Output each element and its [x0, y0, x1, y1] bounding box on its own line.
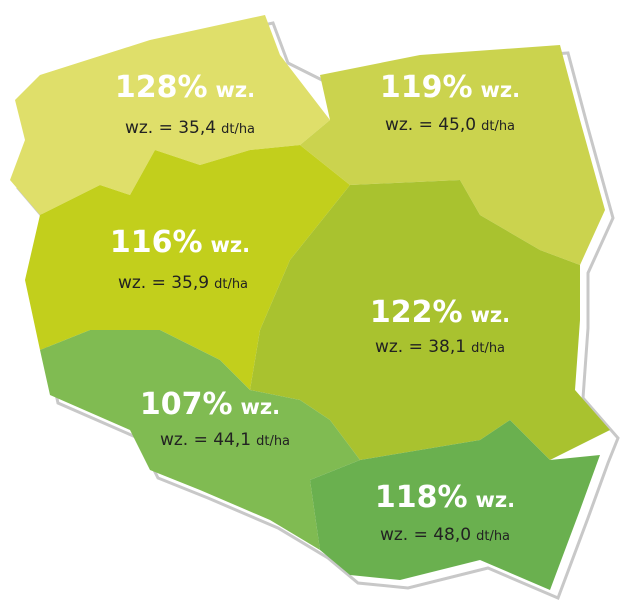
region-yield: wz. = 38,1 dt/ha	[375, 337, 505, 357]
yield: wz. = 48,0	[380, 525, 471, 545]
region-percent: 128% wz.	[115, 70, 255, 105]
unit: dt/ha	[471, 341, 505, 356]
percent-unit: wz.	[241, 395, 281, 419]
region-yield: wz. = 44,1 dt/ha	[160, 430, 290, 450]
region-yield: wz. = 35,9 dt/ha	[118, 273, 248, 293]
percent-unit: wz.	[481, 78, 521, 102]
region	[300, 45, 605, 265]
unit: dt/ha	[256, 434, 290, 449]
yield: wz. = 35,9	[118, 273, 209, 293]
yield: wz. = 38,1	[375, 337, 466, 357]
percent-unit: wz.	[476, 488, 516, 512]
region-percent: 122% wz.	[370, 295, 510, 330]
unit: dt/ha	[214, 277, 248, 292]
unit: dt/ha	[221, 122, 255, 137]
yield: wz. = 35,4	[125, 118, 216, 138]
percent: 119%	[380, 70, 473, 105]
region-percent: 118% wz.	[375, 480, 515, 515]
percent: 116%	[110, 225, 203, 260]
region	[250, 180, 610, 460]
percent: 118%	[375, 480, 468, 515]
percent: 122%	[370, 295, 463, 330]
unit: dt/ha	[481, 119, 515, 134]
region-percent: 116% wz.	[110, 225, 250, 260]
region-yield: wz. = 48,0 dt/ha	[380, 525, 510, 545]
region-yield: wz. = 45,0 dt/ha	[385, 115, 515, 135]
yield: wz. = 44,1	[160, 430, 251, 450]
region	[10, 15, 330, 215]
percent: 128%	[115, 70, 208, 105]
percent: 107%	[140, 387, 233, 422]
region	[40, 330, 360, 550]
unit: dt/ha	[476, 529, 510, 544]
region-percent: 119% wz.	[380, 70, 520, 105]
region-yield: wz. = 35,4 dt/ha	[125, 118, 255, 138]
region	[310, 420, 600, 590]
region-percent: 107% wz.	[140, 387, 280, 422]
percent-unit: wz.	[211, 233, 251, 257]
yield: wz. = 45,0	[385, 115, 476, 135]
percent-unit: wz.	[216, 78, 256, 102]
region	[25, 145, 350, 390]
percent-unit: wz.	[471, 303, 511, 327]
